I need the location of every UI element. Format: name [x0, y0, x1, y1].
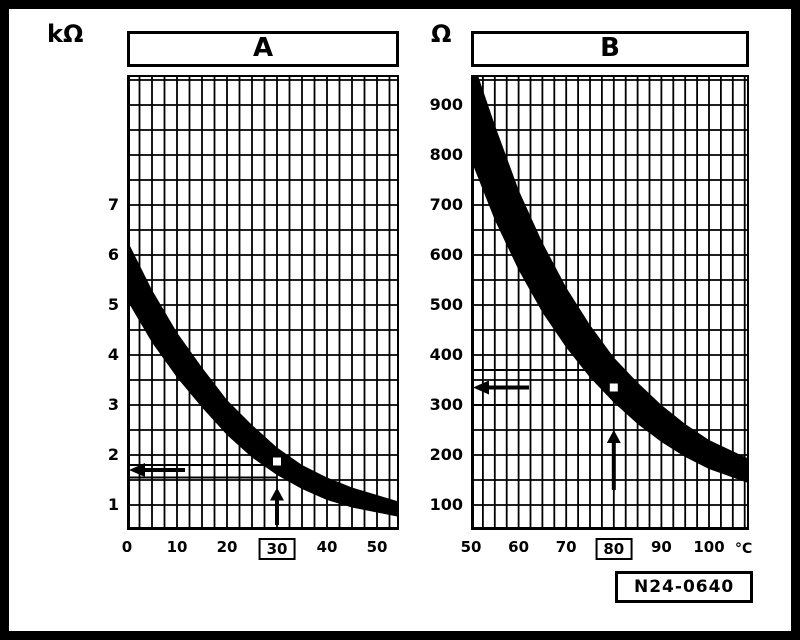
y-tick-label: 6	[107, 245, 119, 264]
x-tick-label: 50	[366, 538, 388, 556]
y-tick-label: 200	[429, 445, 463, 464]
x-tick-label: 20	[216, 538, 238, 556]
y-tick-label: 5	[107, 295, 119, 314]
y-tick-label: 600	[429, 245, 463, 264]
y-tick-label: 800	[429, 145, 463, 164]
plot-area-b	[471, 75, 749, 530]
x-tick-label: 0	[121, 538, 133, 556]
x-tick-label: 50	[460, 538, 482, 556]
y-tick-label: 2	[107, 445, 119, 464]
x-tick-label-test-temp: 80	[595, 538, 633, 560]
y-tick-label: 700	[429, 195, 463, 214]
panel-a-title: A	[127, 31, 399, 67]
reference-label: N24-0640	[615, 571, 754, 603]
y-tick-label: 4	[107, 345, 119, 364]
plot-area-a	[127, 75, 399, 530]
y-tick-label: 500	[429, 295, 463, 314]
x-tick-label: 90	[650, 538, 672, 556]
y-tick-label: 100	[429, 495, 463, 514]
y-tick-label: 1	[107, 495, 119, 514]
x-axis-unit: °C	[735, 541, 753, 557]
y-tick-label: 300	[429, 395, 463, 414]
x-tick-label: 40	[316, 538, 338, 556]
y-axis-unit-kohm: kΩ	[47, 20, 84, 48]
x-tick-label-test-temp: 30	[258, 538, 296, 560]
x-tick-label: 10	[166, 538, 188, 556]
y-tick-label: 3	[107, 395, 119, 414]
y-tick-label: 400	[429, 345, 463, 364]
y-tick-label: 900	[429, 95, 463, 114]
x-tick-label: 60	[508, 538, 530, 556]
y-tick-label: 7	[107, 195, 119, 214]
y-axis-unit-ohm: Ω	[431, 20, 452, 48]
panel-b-title: B	[471, 31, 749, 67]
x-tick-label: 100	[693, 538, 725, 556]
x-tick-label: 70	[555, 538, 577, 556]
